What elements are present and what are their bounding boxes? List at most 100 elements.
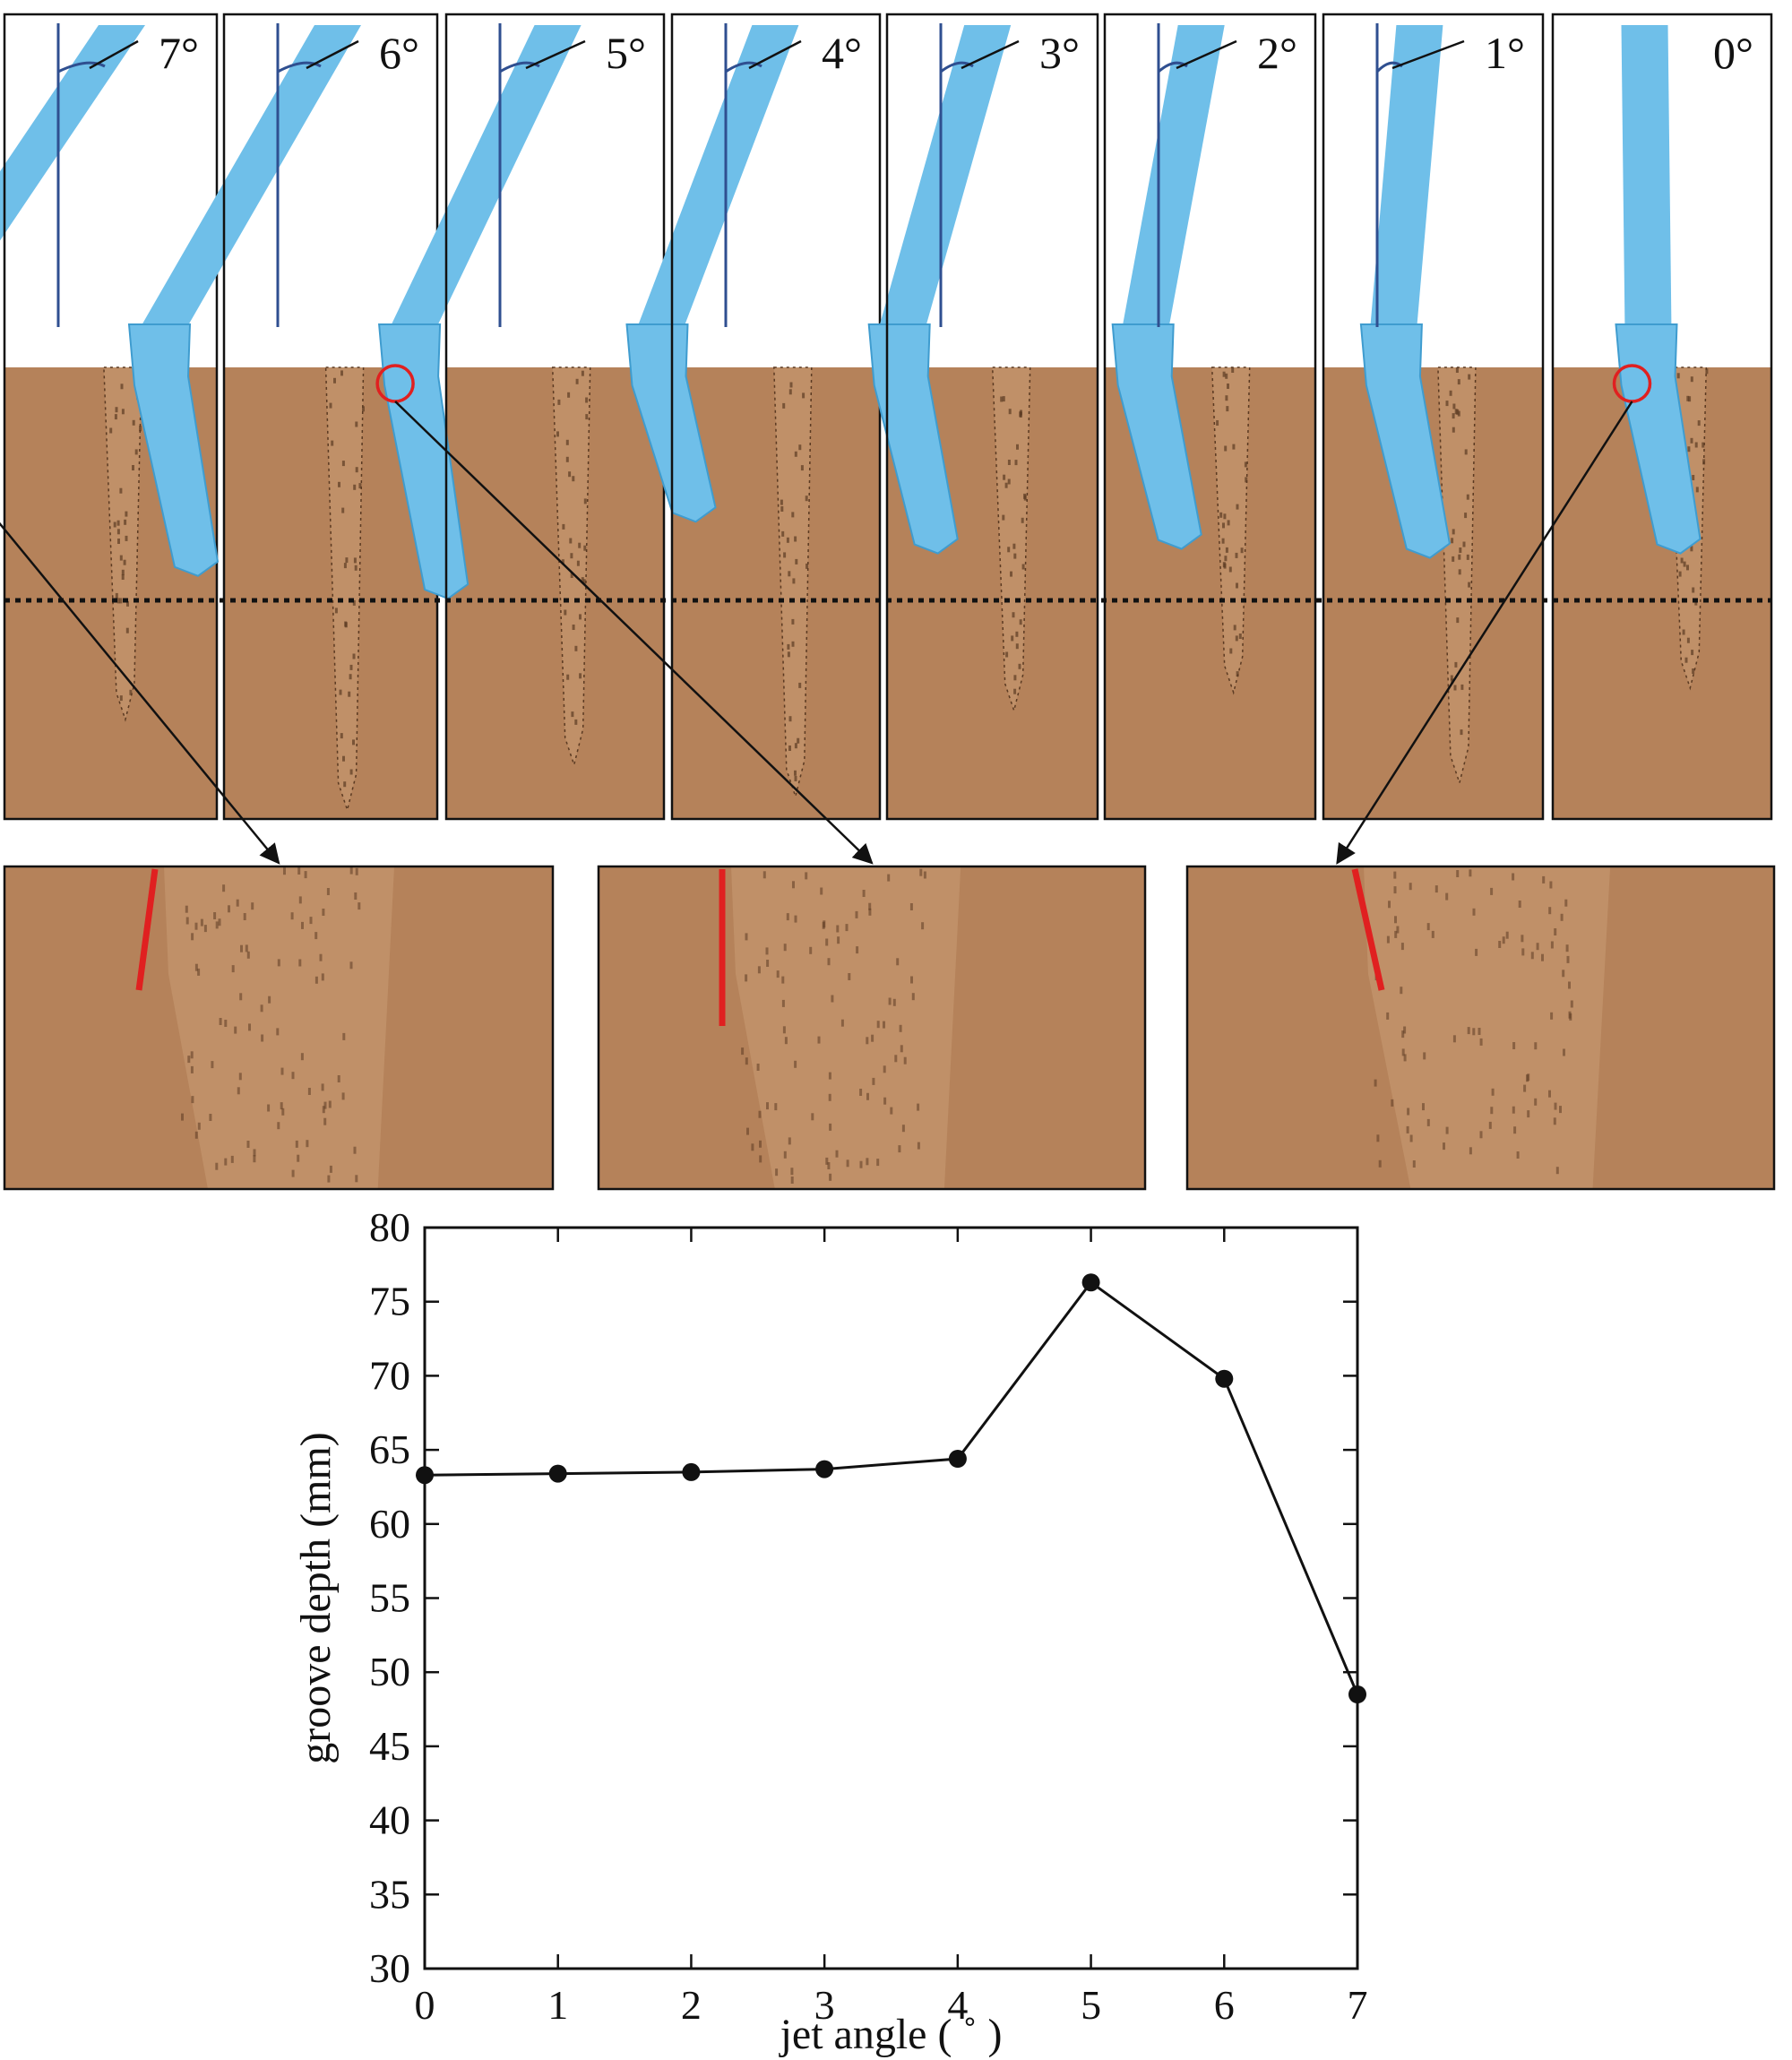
groove-speck — [1490, 1107, 1494, 1115]
groove-speck — [1686, 395, 1690, 401]
groove-speck — [297, 867, 301, 875]
groove-speck — [1686, 565, 1689, 571]
groove-speck — [117, 539, 120, 544]
angle-leader-line — [306, 39, 359, 70]
groove-texture — [164, 866, 394, 1189]
groove-speck — [322, 909, 325, 916]
groove-speck — [576, 560, 580, 566]
groove-speck — [1559, 1106, 1562, 1114]
groove-speck — [349, 866, 353, 875]
groove-speck — [805, 496, 808, 502]
groove-speck — [298, 959, 302, 967]
groove-speck — [792, 578, 796, 584]
groove-speck — [848, 973, 851, 980]
groove-speck — [194, 1131, 198, 1139]
groove-speck — [1516, 1151, 1520, 1159]
groove-speck — [1222, 522, 1225, 529]
groove-speck — [237, 1087, 240, 1095]
groove-speck — [1228, 566, 1232, 573]
groove-speck — [297, 1154, 300, 1162]
y-tick-label: 30 — [369, 1945, 410, 1991]
groove-speck — [811, 1113, 814, 1121]
groove-speck — [1457, 379, 1460, 385]
groove-speck — [281, 1108, 285, 1116]
groove-speck — [1687, 446, 1691, 453]
groove-speck — [1466, 494, 1469, 500]
groove-speck — [307, 1088, 311, 1095]
groove-speck — [125, 627, 129, 634]
groove-speck — [116, 529, 120, 535]
groove-speck — [1554, 1102, 1557, 1110]
groove-speck — [581, 577, 584, 583]
groove-speck — [1378, 1159, 1382, 1168]
groove-speck — [187, 1056, 191, 1064]
groove-speck — [1460, 729, 1463, 736]
groove-speck — [253, 1149, 256, 1157]
groove-speck — [911, 993, 915, 1001]
groove-speck — [224, 1158, 228, 1166]
groove-speck — [261, 1034, 264, 1042]
data-point — [682, 1462, 701, 1481]
groove-speck — [883, 1065, 886, 1073]
groove-speck — [790, 1177, 794, 1184]
groove-speck — [919, 868, 923, 876]
soil-region — [1323, 367, 1543, 819]
groove-speck — [1683, 561, 1686, 567]
groove-speck — [883, 1097, 887, 1105]
groove-speck — [1443, 1142, 1445, 1151]
groove-speck — [1224, 445, 1228, 452]
angle-label: 4° — [822, 28, 862, 78]
groove-speck — [322, 1106, 325, 1114]
groove-speck — [835, 1150, 839, 1158]
groove-speck — [1456, 870, 1460, 877]
groove-speck — [751, 1143, 754, 1151]
groove-speck — [1678, 571, 1682, 577]
groove-speck — [783, 552, 787, 558]
groove-speck — [1690, 376, 1693, 383]
groove-speck — [283, 867, 286, 875]
groove-speck — [837, 936, 840, 944]
groove-speck — [756, 1064, 760, 1071]
groove-speck — [1003, 474, 1006, 480]
groove-speck — [1456, 409, 1460, 415]
groove-speck — [1569, 1013, 1572, 1021]
groove-speck — [239, 993, 243, 1001]
groove-speck — [1455, 367, 1459, 373]
groove-speck — [1548, 907, 1552, 915]
groove-speck — [781, 976, 785, 984]
groove-speck — [746, 1127, 749, 1135]
groove-speck — [1676, 373, 1680, 379]
groove-speck — [228, 905, 230, 913]
groove-speck — [291, 1169, 295, 1177]
groove-speck — [585, 414, 589, 420]
zoom-arrow — [1336, 401, 1633, 865]
simulation-panels: 7° 6° 5° 4° 3° 2° 1° 0° — [0, 13, 1773, 821]
groove-speck — [1221, 538, 1225, 544]
groove-speck — [1550, 1012, 1554, 1020]
groove-speck — [1376, 1134, 1380, 1142]
groove-speck — [344, 622, 348, 628]
groove-speck — [236, 899, 239, 907]
groove-speck — [277, 959, 280, 967]
groove-speck — [776, 970, 780, 978]
groove-speck — [566, 674, 570, 680]
zoom-frame — [3, 865, 555, 1191]
groove-speck — [1434, 885, 1438, 893]
y-tick-label: 70 — [369, 1352, 410, 1398]
groove-speck — [765, 947, 769, 955]
jet-plume — [1359, 323, 1451, 559]
groove-speck — [1007, 460, 1011, 465]
groove-speck — [120, 384, 124, 390]
groove-speck — [775, 1168, 779, 1177]
x-tick-label: 0 — [415, 1982, 435, 2028]
groove-speck — [125, 535, 128, 541]
water-jet — [1369, 25, 1443, 332]
groove-speck — [762, 871, 766, 879]
groove-speck — [191, 933, 194, 941]
groove-speck — [827, 958, 831, 966]
groove-speck — [355, 867, 358, 875]
groove-speck — [1396, 926, 1400, 934]
groove-speck — [1409, 883, 1412, 891]
groove-trace — [551, 366, 591, 768]
groove-speck — [334, 608, 338, 614]
